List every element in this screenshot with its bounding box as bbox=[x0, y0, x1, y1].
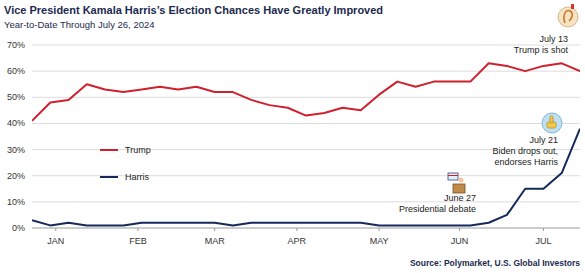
annotation-text: Presidential debate bbox=[399, 204, 476, 214]
x-tick-label: JAN bbox=[47, 236, 64, 246]
y-tick-label: 0% bbox=[12, 223, 25, 233]
annotation-text: Trump is shot bbox=[514, 45, 569, 55]
x-tick-label: MAY bbox=[370, 236, 389, 246]
x-tick bbox=[379, 228, 380, 231]
y-tick-label: 40% bbox=[7, 118, 25, 128]
x-tick bbox=[543, 228, 544, 231]
source: Source: Polymarket, U.S. Global Investor… bbox=[410, 258, 580, 268]
y-tick-label: 30% bbox=[7, 145, 25, 155]
annotation-date: July 21 bbox=[529, 135, 558, 145]
grid-line bbox=[32, 45, 580, 46]
grid bbox=[32, 45, 580, 228]
grid-line bbox=[32, 228, 580, 229]
icon-mark bbox=[571, 4, 574, 9]
icon-thumb-up bbox=[550, 116, 553, 123]
chart: Vice President Kamala Harris’s Election … bbox=[0, 0, 585, 273]
grid-line bbox=[32, 201, 580, 202]
plot-lines bbox=[32, 63, 580, 225]
grid-line bbox=[32, 123, 580, 124]
annotation-text: Biden drops out, bbox=[492, 146, 558, 156]
grid-line bbox=[32, 175, 580, 176]
icon-debate bbox=[448, 173, 465, 193]
annotation-text: endorses Harris bbox=[494, 157, 558, 167]
legend-label: Harris bbox=[125, 172, 149, 182]
annotation-date: June 27 bbox=[444, 193, 476, 203]
title: Vice President Kamala Harris’s Election … bbox=[4, 4, 383, 16]
x-tick bbox=[459, 228, 460, 231]
grid-line bbox=[32, 71, 580, 72]
x-tick-label: JUL bbox=[535, 236, 551, 246]
icon-ear-shape bbox=[564, 11, 572, 23]
x-tick-label: JUN bbox=[451, 236, 469, 246]
x-tick-label: FEB bbox=[129, 236, 147, 246]
icon-podium bbox=[453, 184, 465, 193]
icon-head bbox=[459, 178, 464, 183]
icon-flag bbox=[448, 173, 458, 180]
y-tick-label: 50% bbox=[7, 92, 25, 102]
annotation-date: July 13 bbox=[539, 34, 568, 44]
y-tick-label: 10% bbox=[7, 197, 25, 207]
series-line bbox=[32, 129, 580, 226]
subtitle: Year-to-Date Through July 26, 2024 bbox=[4, 19, 155, 30]
x-tick bbox=[137, 228, 138, 231]
x-tick-label: MAR bbox=[205, 236, 226, 246]
grid-line bbox=[32, 97, 580, 98]
legend-swatch bbox=[100, 176, 118, 178]
y-tick-label: 20% bbox=[7, 171, 25, 181]
y-tick-label: 60% bbox=[7, 66, 25, 76]
icon-flag-stripe bbox=[448, 175, 458, 176]
y-tick-label: 70% bbox=[7, 40, 25, 50]
series-line bbox=[32, 63, 580, 121]
x-tick bbox=[55, 228, 56, 231]
x-tick bbox=[214, 228, 215, 231]
legend-swatch bbox=[100, 149, 118, 151]
x-tick-label: APR bbox=[288, 236, 307, 246]
legend-label: Trump bbox=[125, 145, 151, 155]
icon-bg bbox=[542, 113, 562, 133]
x-tick bbox=[296, 228, 297, 231]
icon-thumb bbox=[542, 113, 562, 133]
icon-ear bbox=[558, 4, 578, 27]
icon-bg bbox=[558, 7, 578, 27]
